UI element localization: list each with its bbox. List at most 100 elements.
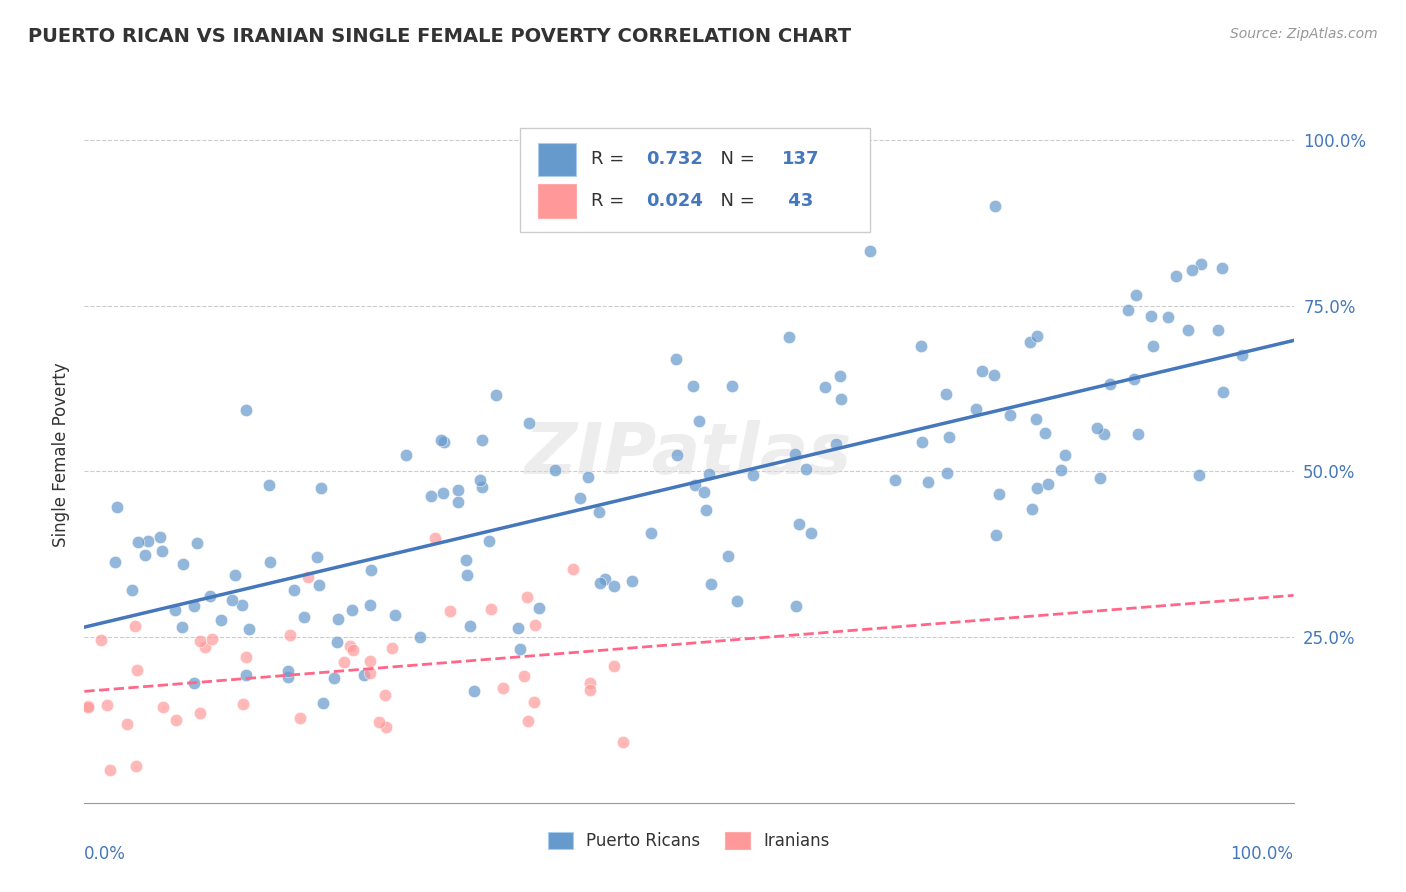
Point — [509, 642, 531, 657]
FancyBboxPatch shape — [538, 143, 576, 176]
Point — [125, 759, 148, 773]
Text: N =: N = — [710, 192, 761, 210]
Point — [294, 610, 316, 624]
Point — [98, 763, 121, 777]
Point — [1025, 329, 1047, 343]
Point — [665, 352, 688, 367]
Point — [259, 555, 281, 569]
Point — [578, 682, 600, 697]
Point — [640, 526, 662, 541]
Point — [911, 435, 934, 450]
Point — [492, 681, 515, 695]
Point — [522, 696, 544, 710]
Point — [368, 715, 391, 730]
Point — [527, 601, 550, 615]
Point — [235, 650, 257, 665]
Point — [1181, 262, 1204, 277]
Text: 0.0%: 0.0% — [84, 845, 127, 863]
Point — [468, 473, 491, 487]
Point — [1088, 470, 1111, 484]
Point — [312, 697, 335, 711]
Point — [439, 604, 461, 618]
Point — [938, 430, 960, 444]
Point — [965, 401, 987, 416]
Point — [124, 619, 146, 633]
Point — [127, 535, 149, 549]
Point — [612, 734, 634, 748]
Point — [454, 552, 477, 566]
Point — [1189, 257, 1212, 271]
Point — [1142, 339, 1164, 353]
Point — [800, 525, 823, 540]
Point — [1049, 463, 1071, 477]
Point — [224, 568, 246, 582]
Point — [125, 663, 148, 677]
Point — [165, 603, 187, 617]
Point — [409, 630, 432, 644]
Point — [519, 417, 541, 431]
Point — [463, 684, 485, 698]
Point — [1156, 310, 1178, 324]
Point — [1211, 260, 1233, 275]
Point — [700, 577, 723, 591]
Text: N =: N = — [710, 150, 761, 169]
Point — [858, 244, 880, 259]
Point — [105, 500, 128, 514]
Point — [420, 489, 443, 503]
Point — [1025, 411, 1047, 425]
Point — [186, 536, 208, 550]
Point — [342, 603, 364, 617]
Point — [1206, 323, 1229, 337]
Point — [1085, 421, 1108, 435]
Point — [277, 664, 299, 678]
Point — [683, 478, 706, 492]
Point — [544, 463, 567, 477]
Point — [688, 414, 710, 428]
Point — [1125, 287, 1147, 301]
Point — [77, 700, 100, 714]
Point — [322, 671, 344, 685]
Point — [332, 655, 354, 669]
Point — [1038, 477, 1060, 491]
Point — [307, 550, 329, 565]
Point — [910, 339, 932, 353]
Y-axis label: Single Female Poverty: Single Female Poverty — [52, 363, 70, 547]
Point — [1177, 323, 1199, 337]
Point — [1230, 348, 1253, 362]
Point — [283, 582, 305, 597]
Point — [693, 485, 716, 500]
Point — [1126, 427, 1149, 442]
Point — [359, 655, 381, 669]
Point — [1000, 409, 1022, 423]
Point — [430, 434, 453, 448]
Point — [360, 563, 382, 577]
Point — [828, 369, 851, 384]
Point — [359, 599, 381, 613]
Point — [395, 448, 418, 462]
Text: 0.024: 0.024 — [647, 192, 703, 210]
Point — [697, 467, 720, 481]
FancyBboxPatch shape — [520, 128, 870, 232]
Point — [115, 717, 138, 731]
Point — [134, 549, 156, 563]
Point — [278, 628, 301, 642]
Point — [1026, 482, 1049, 496]
Point — [297, 570, 319, 584]
Point — [77, 698, 100, 713]
Point — [883, 473, 905, 487]
Point — [353, 668, 375, 682]
Point — [432, 486, 454, 500]
Point — [136, 533, 159, 548]
Point — [589, 576, 612, 591]
Point — [1053, 448, 1076, 462]
Point — [1116, 303, 1139, 318]
Point — [725, 594, 748, 608]
Point — [1092, 427, 1115, 442]
Point — [471, 479, 494, 493]
Text: PUERTO RICAN VS IRANIAN SINGLE FEMALE POVERTY CORRELATION CHART: PUERTO RICAN VS IRANIAN SINGLE FEMALE PO… — [28, 27, 851, 45]
Point — [188, 706, 211, 721]
Point — [471, 433, 494, 447]
Point — [232, 697, 254, 711]
Point — [188, 633, 211, 648]
Point — [235, 403, 257, 417]
